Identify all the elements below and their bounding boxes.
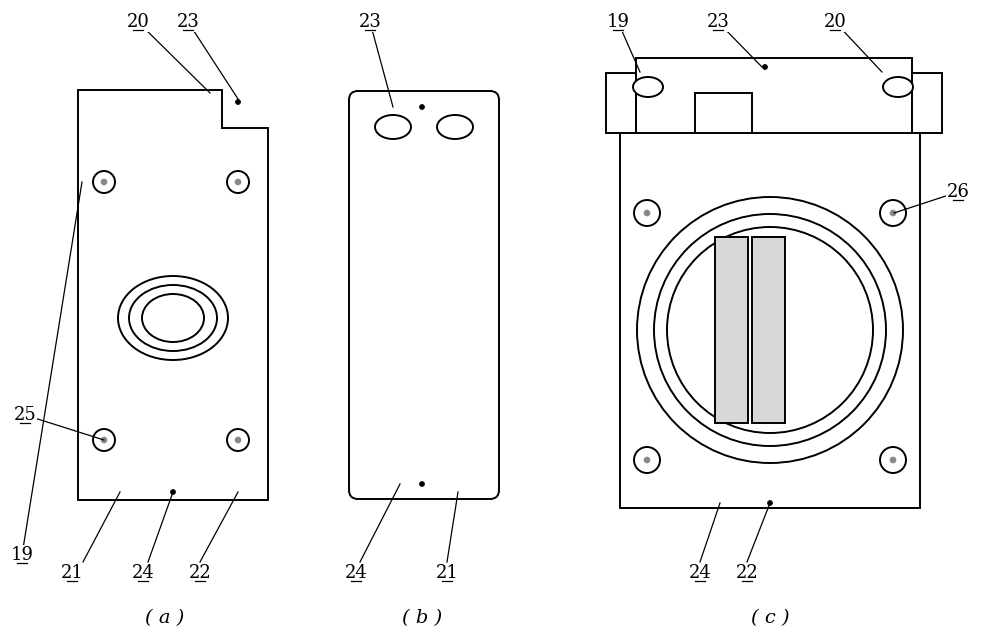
Text: 20: 20 [127,13,149,31]
Circle shape [236,99,240,104]
Text: 24: 24 [132,564,154,582]
Ellipse shape [883,77,913,97]
Text: 22: 22 [189,564,211,582]
Bar [606,73,636,133]
Text: 24: 24 [345,564,367,582]
Bar [620,128,920,508]
Circle shape [634,447,660,473]
Circle shape [637,197,903,463]
Circle shape [890,210,896,216]
Circle shape [93,429,115,451]
Bar [636,58,912,133]
Circle shape [235,179,241,185]
Circle shape [634,200,660,226]
Text: 26: 26 [947,183,969,201]
Text: 22: 22 [736,564,758,582]
Circle shape [880,447,906,473]
Circle shape [763,64,768,69]
Text: 19: 19 [606,13,630,31]
Circle shape [93,171,115,193]
Text: 25: 25 [14,406,36,424]
Circle shape [644,210,650,216]
Circle shape [667,227,873,433]
Bar [715,237,748,423]
Circle shape [101,179,107,185]
FancyBboxPatch shape [349,91,499,499]
Bar [912,73,942,133]
Bar [752,237,785,423]
Circle shape [101,437,107,443]
Text: 23: 23 [177,13,199,31]
Circle shape [644,457,650,463]
Ellipse shape [118,276,228,360]
Text: 20: 20 [824,13,846,31]
Text: ( a ): ( a ) [145,609,185,627]
Circle shape [235,437,241,443]
Text: 23: 23 [707,13,729,31]
Text: ( b ): ( b ) [402,609,442,627]
Circle shape [890,457,896,463]
Ellipse shape [633,77,663,97]
Text: 23: 23 [359,13,381,31]
Circle shape [420,104,424,109]
Text: 21: 21 [61,564,83,582]
Circle shape [880,200,906,226]
Ellipse shape [129,285,217,351]
Text: 24: 24 [689,564,711,582]
Circle shape [420,481,424,487]
Text: 21: 21 [436,564,458,582]
Ellipse shape [142,294,204,342]
Circle shape [768,501,772,506]
Circle shape [170,490,176,495]
Text: ( c ): ( c ) [751,609,789,627]
Bar [695,93,752,133]
Text: 19: 19 [10,546,34,564]
Ellipse shape [437,115,473,139]
Circle shape [227,429,249,451]
Polygon shape [78,90,268,500]
Circle shape [227,171,249,193]
Circle shape [654,214,886,446]
Ellipse shape [375,115,411,139]
